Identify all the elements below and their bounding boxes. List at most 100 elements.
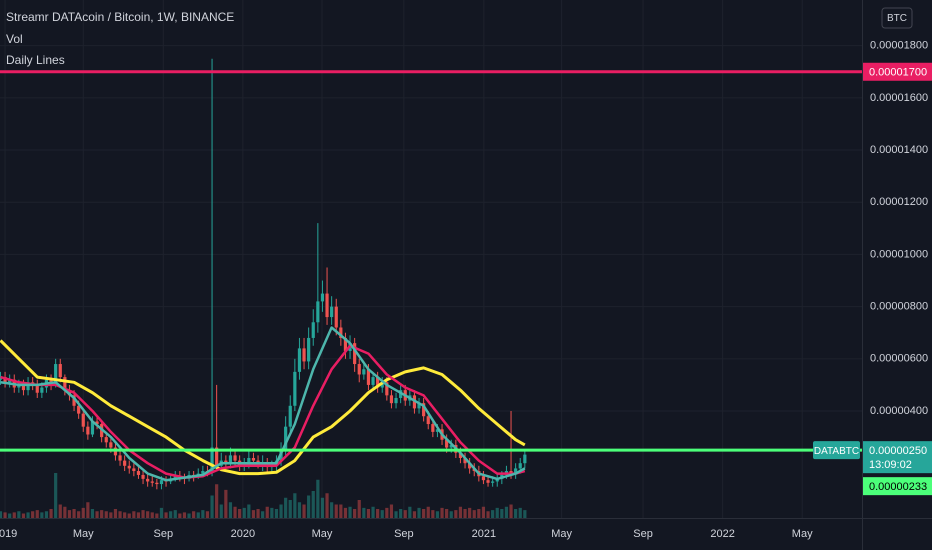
volume-bar: [109, 512, 113, 518]
volume-bar: [311, 491, 315, 518]
candle-body: [330, 306, 334, 318]
candle-body: [247, 457, 251, 464]
candle-body: [353, 343, 357, 365]
candle-body: [293, 371, 297, 406]
volume-bar: [132, 511, 136, 518]
price-label-box: [863, 441, 932, 474]
candle-body: [449, 444, 453, 448]
x-tick-label: May: [73, 528, 94, 540]
volume-bar: [514, 509, 518, 518]
volume-bar: [500, 509, 504, 518]
price-label: 0.00001700: [869, 67, 927, 79]
candle-body: [468, 463, 472, 469]
candle-body: [8, 379, 12, 383]
candle-body: [343, 337, 348, 351]
volume-bar: [95, 511, 99, 518]
volume-bar: [123, 512, 127, 518]
candle-body: [518, 463, 522, 469]
candle-body: [435, 429, 440, 432]
candle-body: [385, 382, 389, 396]
candle-body: [284, 426, 288, 451]
candle-body: [394, 397, 398, 404]
volume-bar: [417, 507, 421, 518]
y-tick-label: 0.00001600: [870, 92, 928, 104]
candle-body: [431, 424, 435, 432]
y-tick-label: 0.00000800: [870, 301, 928, 313]
volume-bar: [477, 509, 481, 518]
volume-bar: [468, 507, 472, 518]
volume-bar: [412, 511, 417, 518]
volume-bar: [481, 506, 486, 518]
candle-body: [334, 306, 338, 328]
candle-body: [136, 471, 141, 475]
volume-bar: [426, 506, 430, 518]
candle-body: [307, 337, 311, 362]
candle-body: [63, 377, 67, 391]
y-tick-label: 0.00001800: [870, 40, 928, 52]
volume-bar: [238, 509, 242, 518]
indicator-label[interactable]: Vol: [6, 32, 23, 46]
volume-bar: [58, 504, 62, 518]
candle-body: [495, 478, 499, 482]
volume-bar: [399, 509, 403, 518]
volume-bar: [362, 507, 366, 518]
volume-bar: [104, 511, 108, 518]
x-tick-label: 2022: [710, 528, 734, 540]
candle-body: [17, 384, 21, 388]
volume-bar: [509, 504, 513, 518]
volume-bar: [495, 507, 499, 518]
volume-bar: [376, 509, 380, 518]
volume-bar: [155, 513, 159, 518]
volume-bar: [454, 510, 458, 518]
volume-bar: [196, 512, 200, 518]
volume-bar: [270, 507, 274, 518]
candle-body: [481, 476, 486, 481]
x-tick-label: Sep: [154, 528, 174, 540]
candle-body: [35, 384, 39, 393]
candle-body: [159, 480, 164, 485]
candle-body: [463, 457, 467, 464]
volume-bar: [385, 507, 389, 518]
moving-average: [0, 339, 526, 476]
moving-average: [0, 326, 526, 482]
price-label-box: [863, 62, 932, 81]
candle-body: [155, 482, 159, 485]
candle-body: [514, 468, 518, 474]
volume-bar: [0, 511, 3, 518]
candle-body: [150, 481, 154, 483]
volume-bar: [150, 512, 154, 518]
volume-bar: [63, 506, 67, 518]
volume-bar: [389, 504, 394, 518]
candle-body: [81, 413, 85, 427]
volume-bar: [164, 512, 168, 518]
candle-body: [311, 322, 315, 338]
volume-bar: [435, 511, 440, 518]
symbol-box: [813, 441, 860, 460]
x-tick-label: May: [312, 528, 333, 540]
volume-bar: [17, 511, 21, 518]
volume-bar: [279, 504, 283, 518]
indicator-label[interactable]: Daily Lines: [6, 53, 65, 67]
x-tick-label: 2021: [472, 528, 496, 540]
candle-body: [297, 348, 302, 372]
volume-bar: [261, 511, 265, 518]
candle-body: [371, 377, 375, 385]
volume-bar: [90, 509, 95, 518]
volume-bar: [366, 509, 371, 518]
candle-body: [251, 457, 256, 461]
volume-bar: [210, 495, 214, 518]
volume-bar: [21, 513, 26, 518]
candle-body: [21, 384, 26, 391]
last-price-box: [863, 477, 932, 496]
candle-body: [445, 439, 449, 448]
volume-bar: [49, 509, 53, 518]
volume-bar: [169, 511, 173, 518]
x-tick-label: May: [792, 528, 813, 540]
candle-body: [123, 460, 127, 466]
candle-body: [127, 465, 131, 469]
currency[interactable]: BTC: [887, 13, 907, 24]
volume-bar: [54, 473, 58, 518]
currency-box[interactable]: [881, 7, 913, 29]
volume-bar: [472, 510, 476, 518]
